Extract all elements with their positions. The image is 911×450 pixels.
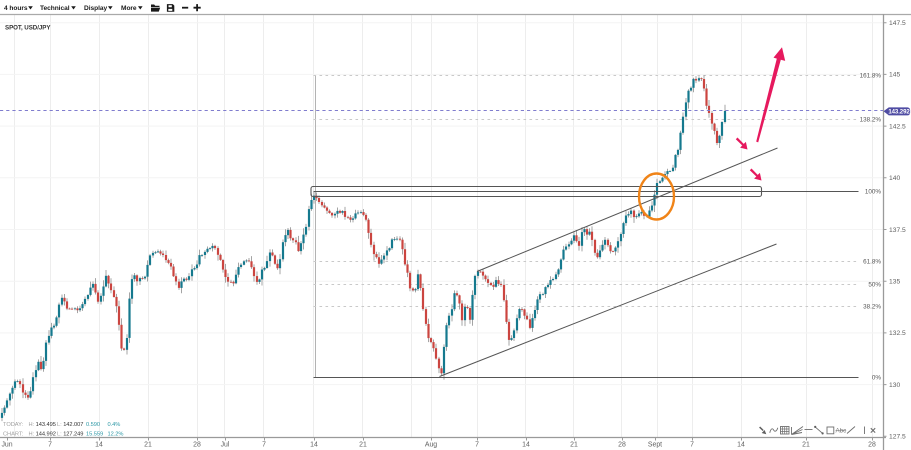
svg-text:145: 145: [889, 72, 900, 79]
svg-text:L: 127.249: L: 127.249: [57, 432, 83, 438]
svg-text:14: 14: [522, 442, 530, 449]
svg-text:0%: 0%: [872, 375, 882, 382]
svg-text:135: 135: [889, 279, 900, 286]
svg-text:21: 21: [802, 442, 810, 449]
svg-text:Jun: Jun: [1, 442, 12, 449]
svg-text:130: 130: [889, 382, 900, 389]
svg-text:132.5: 132.5: [889, 330, 906, 337]
svg-text:L: 142.007: L: 142.007: [57, 422, 83, 428]
svg-text:143.292: 143.292: [888, 109, 910, 116]
svg-text:Abc: Abc: [836, 427, 847, 434]
svg-text:140: 140: [889, 175, 900, 182]
svg-text:12.2%: 12.2%: [108, 432, 124, 438]
svg-text:0.590: 0.590: [86, 422, 100, 428]
svg-text:14: 14: [310, 442, 318, 449]
svg-text:CHART:: CHART:: [3, 432, 24, 438]
svg-text:Aug: Aug: [425, 442, 437, 449]
svg-text:21: 21: [570, 442, 578, 449]
svg-text:0.4%: 0.4%: [108, 422, 121, 428]
svg-text:More: More: [121, 5, 137, 12]
svg-text:H: 143.495: H: 143.495: [29, 422, 56, 428]
svg-text:137.5: 137.5: [889, 227, 906, 234]
svg-text:127.5: 127.5: [889, 434, 906, 441]
svg-text:SPOT, USD/JPY: SPOT, USD/JPY: [5, 25, 51, 32]
svg-text:50%: 50%: [868, 282, 881, 289]
svg-text:21: 21: [144, 442, 152, 449]
svg-text:138.2%: 138.2%: [860, 117, 882, 124]
svg-text:7: 7: [475, 442, 479, 449]
svg-text:Technical: Technical: [40, 5, 70, 12]
svg-text:100%: 100%: [865, 189, 882, 196]
svg-text:14: 14: [737, 442, 745, 449]
svg-text:147.5: 147.5: [889, 20, 906, 27]
svg-text:7: 7: [690, 442, 694, 449]
svg-text:161.8%: 161.8%: [860, 73, 882, 80]
svg-text:Sept: Sept: [648, 442, 662, 449]
svg-text:H: 144.992: H: 144.992: [29, 432, 56, 438]
svg-text:15.559: 15.559: [86, 432, 103, 438]
svg-text:TODAY:: TODAY:: [3, 422, 24, 428]
svg-text:28: 28: [618, 442, 626, 449]
svg-text:21: 21: [359, 442, 367, 449]
svg-text:28: 28: [193, 442, 201, 449]
svg-text:142.5: 142.5: [889, 123, 906, 130]
svg-text:Display: Display: [84, 5, 107, 12]
svg-text:7: 7: [262, 442, 266, 449]
svg-text:7: 7: [48, 442, 52, 449]
svg-text:28: 28: [868, 442, 876, 449]
svg-text:61.8%: 61.8%: [863, 259, 881, 266]
svg-text:14: 14: [95, 442, 103, 449]
svg-text:38.2%: 38.2%: [863, 304, 881, 311]
svg-text:4 hours: 4 hours: [4, 5, 28, 12]
svg-text:Jul: Jul: [221, 442, 230, 449]
